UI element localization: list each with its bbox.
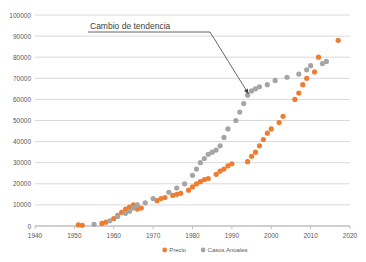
point xyxy=(245,159,250,164)
point xyxy=(217,143,222,148)
y-tick-label: 10000 xyxy=(13,201,31,208)
point xyxy=(304,67,309,72)
x-tick-label: 2000 xyxy=(264,232,279,239)
point xyxy=(261,137,266,142)
point xyxy=(107,218,112,223)
point xyxy=(284,75,289,80)
y-tick-label: 40000 xyxy=(13,138,31,145)
point xyxy=(269,126,274,131)
point xyxy=(229,161,234,166)
x-tick xyxy=(231,226,232,229)
point xyxy=(194,166,199,171)
y-tick-label: 100000 xyxy=(9,12,31,19)
point xyxy=(143,200,148,205)
point xyxy=(80,223,85,228)
y-tick-label: 90000 xyxy=(13,33,31,40)
legend-marker xyxy=(162,248,167,253)
plot-area xyxy=(76,38,341,228)
grid-line xyxy=(35,57,350,58)
point xyxy=(91,222,96,227)
point xyxy=(336,38,341,43)
point xyxy=(257,143,262,148)
point xyxy=(265,82,270,87)
legend-label: Precio xyxy=(169,247,187,253)
point xyxy=(277,120,282,125)
point xyxy=(316,55,321,60)
grid-line xyxy=(35,15,350,16)
point xyxy=(296,90,301,95)
x-tick xyxy=(74,226,75,229)
point xyxy=(225,126,230,131)
point xyxy=(115,214,120,219)
point xyxy=(257,84,262,89)
y-tick-label: 30000 xyxy=(13,159,31,166)
point xyxy=(300,82,305,87)
annotation-arrow xyxy=(88,32,249,94)
point xyxy=(151,196,156,201)
annotation-text: Cambio de tendencia xyxy=(90,21,171,31)
y-tick-label: 80000 xyxy=(13,54,31,61)
x-tick-label: 1970 xyxy=(146,232,161,239)
legend-marker xyxy=(201,248,206,253)
point xyxy=(135,202,140,207)
point xyxy=(233,118,238,123)
chart: 0 10000 20000 30000 40000 50000 60000 70000 8000… xyxy=(0,0,366,262)
grid-line xyxy=(35,99,350,100)
grid-line xyxy=(35,120,350,121)
x-tick-label: 2010 xyxy=(303,232,318,239)
x-tick-label: 1940 xyxy=(28,232,43,239)
point xyxy=(308,63,313,68)
x-tick-label: 1950 xyxy=(67,232,82,239)
x-tick xyxy=(350,226,351,229)
x-tick xyxy=(153,226,154,229)
y-tick-label: 20000 xyxy=(13,180,31,187)
point xyxy=(265,131,270,136)
point xyxy=(221,135,226,140)
grid-line xyxy=(35,204,350,205)
point xyxy=(273,78,278,83)
point xyxy=(245,93,250,98)
legend-label: Casos Anuales xyxy=(208,247,248,253)
x-tick xyxy=(35,226,36,229)
point xyxy=(214,147,219,152)
point xyxy=(312,69,317,74)
point xyxy=(166,190,171,195)
y-tick-label: 70000 xyxy=(13,75,31,82)
point xyxy=(237,109,242,114)
x-tick-label: 1990 xyxy=(225,232,240,239)
x-tick xyxy=(271,226,272,229)
y-tick-label: 60000 xyxy=(13,96,31,103)
point xyxy=(249,154,254,159)
grid-line xyxy=(35,162,350,163)
grid-line xyxy=(35,36,350,37)
grid-line xyxy=(35,78,350,79)
point xyxy=(162,195,167,200)
legend: Precio Casos Anuales xyxy=(162,247,247,253)
point xyxy=(324,59,329,64)
y-tick-label: 0 xyxy=(27,223,31,230)
annotation-arrowhead xyxy=(244,89,249,94)
point xyxy=(174,185,179,190)
grid-line xyxy=(35,141,350,142)
point xyxy=(190,173,195,178)
point xyxy=(178,191,183,196)
x-tick-label: 1960 xyxy=(107,232,122,239)
point xyxy=(206,176,211,181)
x-tick xyxy=(113,226,114,229)
point xyxy=(296,71,301,76)
y-tick-label: 50000 xyxy=(13,117,31,124)
grid-line xyxy=(35,183,350,184)
point xyxy=(241,101,246,106)
point xyxy=(182,181,187,186)
x-tick xyxy=(192,226,193,229)
point xyxy=(253,150,258,155)
point xyxy=(280,114,285,119)
point xyxy=(304,76,309,81)
point xyxy=(198,160,203,165)
point xyxy=(202,156,207,161)
x-tick-label: 1980 xyxy=(185,232,200,239)
point xyxy=(292,97,297,102)
x-tick xyxy=(310,226,311,229)
x-tick-label: 2020 xyxy=(343,232,358,239)
